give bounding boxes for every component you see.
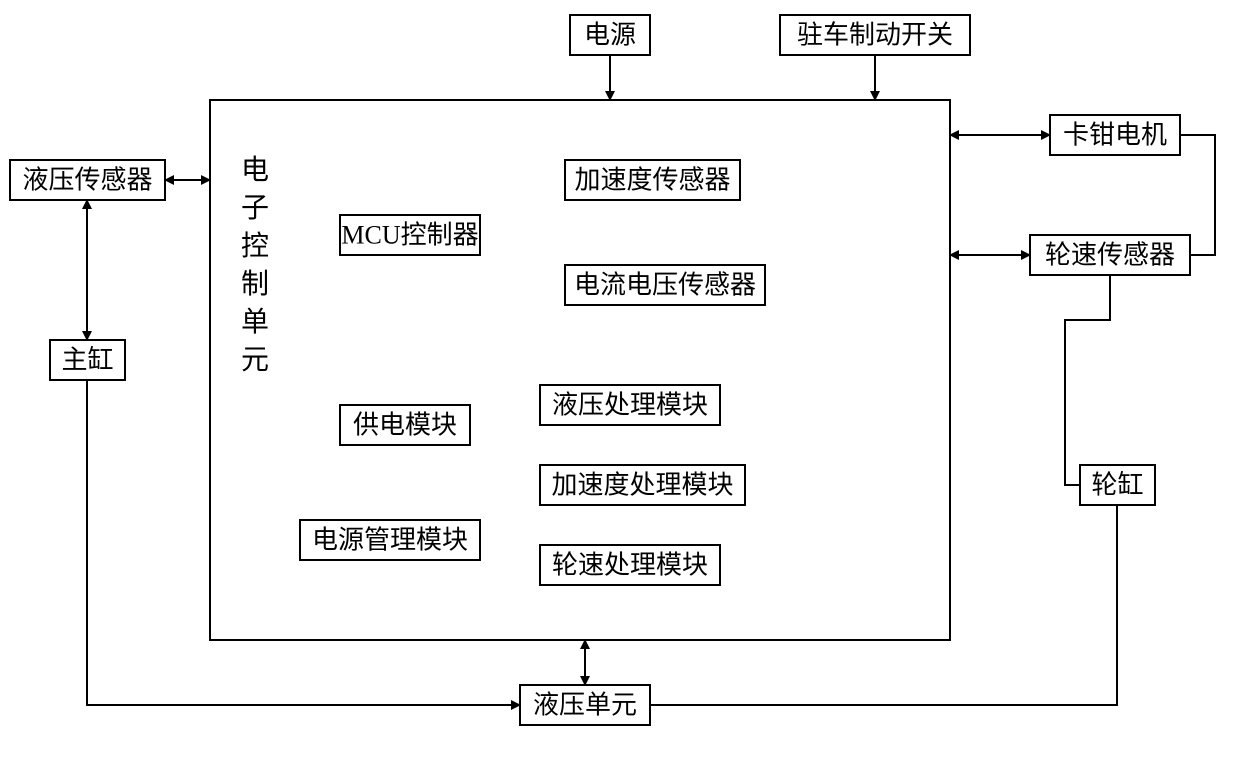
node-label-power_module: 供电模块 xyxy=(353,411,457,440)
node-label-ecu_title-3: 制 xyxy=(241,268,269,300)
node-label-hyd_proc: 液压处理模块 xyxy=(552,391,708,420)
node-label-wheel_proc: 轮速处理模块 xyxy=(552,551,708,580)
edge-wheel_sensor-wheel_cyl xyxy=(1065,275,1110,485)
node-iv_sensor: 电流电压传感器 xyxy=(565,265,765,305)
node-label-pwr_mgmt: 电源管理模块 xyxy=(312,526,468,555)
node-master_cyl: 主缸 xyxy=(50,340,125,380)
node-label-accel_sensor: 加速度传感器 xyxy=(574,166,730,195)
node-wheel_proc: 轮速处理模块 xyxy=(540,545,720,585)
node-label-park_switch: 驻车制动开关 xyxy=(797,21,953,50)
node-label-ecu_title-1: 子 xyxy=(241,193,269,224)
node-hyd_proc: 液压处理模块 xyxy=(540,385,720,425)
node-label-iv_sensor: 电流电压传感器 xyxy=(574,271,756,300)
node-label-accel_proc: 加速度处理模块 xyxy=(551,471,733,500)
node-power_module: 供电模块 xyxy=(340,405,470,445)
node-label-ecu_title-4: 单 xyxy=(241,306,269,338)
node-label-mcu: MCU控制器 xyxy=(341,221,478,250)
node-wheel_sensor: 轮速传感器 xyxy=(1030,235,1190,275)
node-hyd_unit: 液压单元 xyxy=(520,685,650,725)
node-label-master_cyl: 主缸 xyxy=(61,346,113,375)
node-power: 电源 xyxy=(570,15,650,55)
node-accel_sensor: 加速度传感器 xyxy=(565,160,740,200)
node-park_switch: 驻车制动开关 xyxy=(780,15,970,55)
node-label-wheel_sensor: 轮速传感器 xyxy=(1045,241,1175,270)
node-label-ecu_title-0: 电 xyxy=(241,154,269,186)
node-mcu: MCU控制器 xyxy=(340,215,480,255)
node-label-pressure_sensor: 液压传感器 xyxy=(22,166,152,195)
node-label-wheel_cyl: 轮缸 xyxy=(1091,471,1143,500)
node-accel_proc: 加速度处理模块 xyxy=(540,465,745,505)
node-pwr_mgmt: 电源管理模块 xyxy=(300,520,480,560)
node-pressure_sensor: 液压传感器 xyxy=(10,160,165,200)
block-diagram: 电源 驻车制动开关电子控制单元 MCU控制器 加速度传感器电流电压传感器供电模块电源管… xyxy=(0,0,1240,775)
node-label-ecu_title-2: 控 xyxy=(241,230,269,262)
node-caliper_motor: 卡钳电机 xyxy=(1050,115,1180,155)
node-label-power: 电源 xyxy=(584,21,636,50)
node-wheel_cyl: 轮缸 xyxy=(1080,465,1155,505)
node-label-caliper_motor: 卡钳电机 xyxy=(1063,121,1167,150)
node-label-ecu_title-5: 元 xyxy=(241,345,269,376)
node-label-hyd_unit: 液压单元 xyxy=(533,691,637,720)
